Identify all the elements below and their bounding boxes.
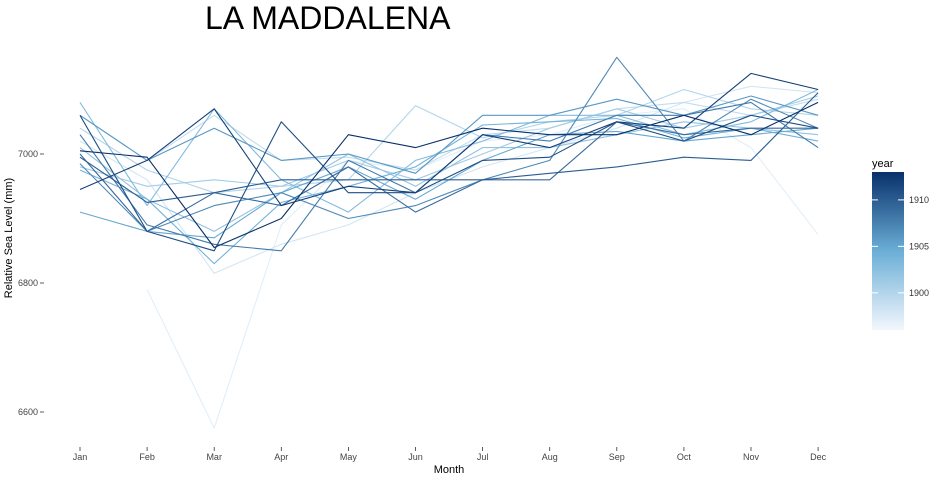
x-tick-label: May bbox=[340, 452, 358, 462]
series-line-1910 bbox=[79, 92, 819, 203]
legend-tick-label: 1900 bbox=[909, 288, 929, 298]
x-tick-label: Dec bbox=[810, 452, 827, 462]
legend-colorbar bbox=[872, 172, 904, 330]
y-tick-label: 7000 bbox=[18, 149, 38, 159]
x-tick-label: Nov bbox=[743, 452, 760, 462]
series-line-1906 bbox=[79, 95, 819, 174]
series-line-1911 bbox=[79, 114, 819, 252]
x-tick-label: Feb bbox=[139, 452, 155, 462]
x-tick-label: Oct bbox=[677, 452, 692, 462]
x-axis: Jan Feb Mar Apr May Jun Jul Aug Sep Oct Nov Dec bbox=[73, 447, 827, 462]
legend-tick-label: 1905 bbox=[909, 241, 929, 251]
x-tick-label: Sep bbox=[609, 452, 625, 462]
series-line-1904 bbox=[79, 117, 819, 265]
x-tick-label: Mar bbox=[206, 452, 222, 462]
color-legend: year 1900 1905 1910 bbox=[872, 158, 929, 330]
x-tick-label: Jan bbox=[73, 452, 88, 462]
x-tick-label: Jul bbox=[477, 452, 489, 462]
x-axis-title: Month bbox=[434, 464, 465, 476]
y-axis: 6600 6800 7000 bbox=[18, 149, 44, 417]
series-layer bbox=[79, 56, 819, 429]
y-tick-label: 6600 bbox=[18, 407, 38, 417]
x-tick-label: Jun bbox=[408, 452, 423, 462]
series-line-1902 bbox=[79, 121, 819, 232]
y-tick-label: 6800 bbox=[18, 278, 38, 288]
x-tick-label: Apr bbox=[274, 452, 288, 462]
x-tick-label: Aug bbox=[542, 452, 558, 462]
series-line-1913 bbox=[79, 101, 819, 249]
series-line-1903 bbox=[79, 89, 819, 213]
chart-title: LA MADDALENA bbox=[205, 0, 451, 36]
series-line-1899 bbox=[79, 98, 819, 171]
legend-tick-label: 1910 bbox=[909, 195, 929, 205]
legend-title: year bbox=[872, 158, 894, 170]
y-axis-title: Relative Sea Level (mm) bbox=[3, 178, 15, 298]
series-line-1900 bbox=[79, 88, 819, 194]
series-line-1909 bbox=[79, 121, 819, 232]
